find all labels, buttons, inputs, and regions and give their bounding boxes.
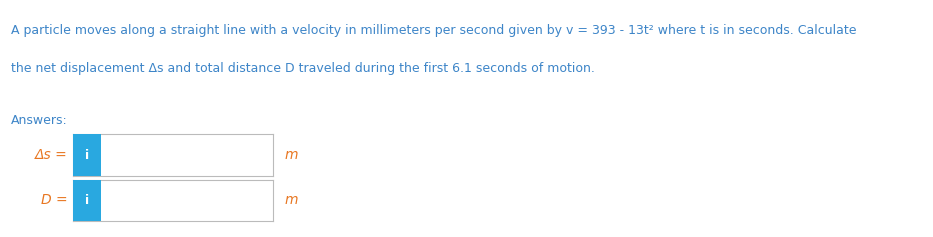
Text: m: m: [285, 148, 298, 162]
Text: m: m: [285, 193, 298, 207]
Text: A particle moves along a straight line with a velocity in millimeters per second: A particle moves along a straight line w…: [11, 24, 856, 37]
Text: the net displacement Δs and total distance D traveled during the first 6.1 secon: the net displacement Δs and total distan…: [11, 62, 595, 75]
Text: Answers:: Answers:: [11, 114, 68, 127]
Text: i: i: [85, 149, 89, 162]
Text: D =: D =: [41, 193, 68, 207]
Bar: [73, 135, 101, 176]
Text: i: i: [85, 194, 89, 207]
Bar: [73, 180, 101, 221]
Text: Δs =: Δs =: [35, 148, 68, 162]
